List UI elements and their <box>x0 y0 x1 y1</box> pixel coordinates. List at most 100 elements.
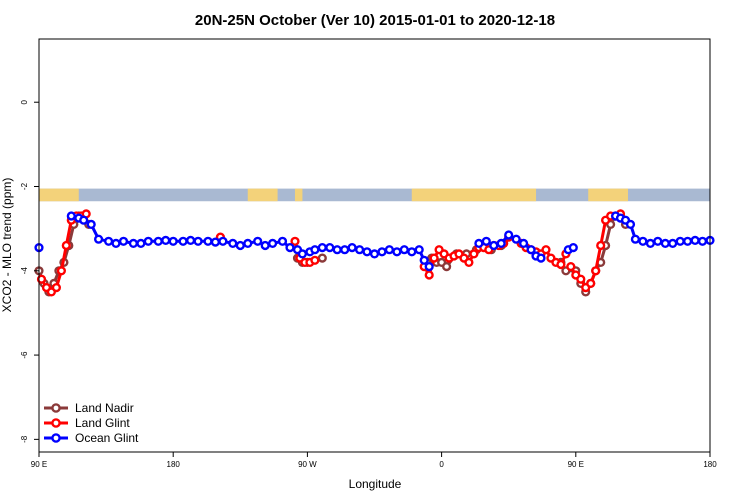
x-tick-label: 90 E <box>31 460 47 469</box>
data-point <box>332 245 342 255</box>
map-land <box>588 188 628 202</box>
data-point <box>285 243 295 253</box>
legend-item: Land Nadir <box>44 401 134 415</box>
data-point <box>66 211 76 221</box>
data-point <box>442 262 452 272</box>
map-strip <box>39 188 710 202</box>
y-tick-label: -8 <box>20 435 29 443</box>
map-ocean <box>39 188 710 202</box>
legend-item: Land Glint <box>44 416 130 430</box>
data-point <box>178 236 188 246</box>
data-point <box>481 236 491 246</box>
data-point <box>384 245 395 255</box>
data-point <box>260 240 270 251</box>
data-point <box>407 247 417 257</box>
data-point <box>469 249 479 259</box>
data-point <box>377 247 387 257</box>
data-point <box>690 235 700 246</box>
data-point <box>414 245 424 255</box>
data-point <box>566 262 576 272</box>
legend-item: Ocean Glint <box>44 431 139 445</box>
series-line <box>40 212 87 294</box>
data-point <box>596 240 606 251</box>
data-point <box>56 266 67 276</box>
legend-swatch-marker <box>51 403 61 413</box>
data-point <box>504 230 514 240</box>
data-point <box>675 236 685 246</box>
data-point <box>668 238 678 249</box>
data-point <box>93 234 104 244</box>
data-point <box>474 238 484 249</box>
data-point <box>235 240 245 251</box>
y-tick-label: 0 <box>20 99 29 104</box>
data-point <box>638 236 648 246</box>
data-point <box>36 274 47 284</box>
data-point <box>310 255 320 265</box>
data-point <box>297 249 308 259</box>
data-point <box>203 236 213 246</box>
legend-label: Land Glint <box>75 416 130 430</box>
data-point <box>392 247 402 257</box>
data-point <box>464 257 474 268</box>
data-point <box>168 236 178 246</box>
x-axis: 90 E 180 90 W 0 90 E 180 <box>31 452 717 469</box>
data-point <box>591 266 601 276</box>
data-point <box>153 236 163 246</box>
data-point <box>61 240 71 251</box>
data-point <box>424 262 434 272</box>
data-point <box>143 236 153 246</box>
data-point <box>556 259 566 270</box>
data-point <box>136 238 146 249</box>
data-point <box>277 236 288 246</box>
x-tick-label: 180 <box>167 460 181 469</box>
data-point <box>541 245 551 255</box>
y-tick-label: -4 <box>20 267 29 275</box>
y-axis-label: XCO2 - MLO trend (ppm) <box>0 178 14 313</box>
data-point <box>424 270 434 280</box>
data-point <box>243 238 253 249</box>
data-point <box>86 219 96 230</box>
chart-title: 20N-25N October (Ver 10) 2015-01-01 to 2… <box>195 12 555 29</box>
data-point <box>625 219 636 230</box>
data-point <box>399 245 409 255</box>
data-point <box>161 235 171 246</box>
y-axis: 0 -2 -4 -6 -8 <box>20 99 39 443</box>
legend-label: Ocean Glint <box>75 431 139 445</box>
data-point <box>340 245 350 255</box>
data-point <box>193 236 203 246</box>
data-point <box>268 238 278 249</box>
data-point <box>218 236 228 246</box>
map-land <box>39 188 79 202</box>
data-point <box>325 243 335 253</box>
data-point <box>576 274 586 284</box>
legend-label: Land Nadir <box>75 401 134 415</box>
data-point <box>660 238 670 249</box>
data-point <box>128 238 139 249</box>
data-point <box>526 245 536 255</box>
data-point <box>536 253 546 263</box>
data-point <box>489 240 499 251</box>
data-point <box>511 234 521 244</box>
data-point <box>419 255 429 265</box>
data-point <box>697 236 708 246</box>
data-point <box>518 238 529 249</box>
y-tick-label: -6 <box>20 351 29 359</box>
data-point <box>682 236 693 246</box>
x-tick-label: 90 E <box>568 460 584 469</box>
data-point <box>362 247 372 257</box>
data-point <box>310 245 320 255</box>
x-tick-label: 180 <box>703 460 717 469</box>
data-point <box>630 234 641 244</box>
data-point <box>653 236 663 246</box>
y-tick-label: -2 <box>20 182 29 190</box>
data-point <box>290 236 300 246</box>
data-point <box>118 236 129 246</box>
x-tick-label: 90 W <box>298 460 317 469</box>
legend-swatch-marker <box>51 418 61 428</box>
x-tick-label: 0 <box>439 460 444 469</box>
legend-swatch-marker <box>51 433 61 443</box>
data-point <box>429 253 439 263</box>
plot-frame <box>38 38 711 453</box>
